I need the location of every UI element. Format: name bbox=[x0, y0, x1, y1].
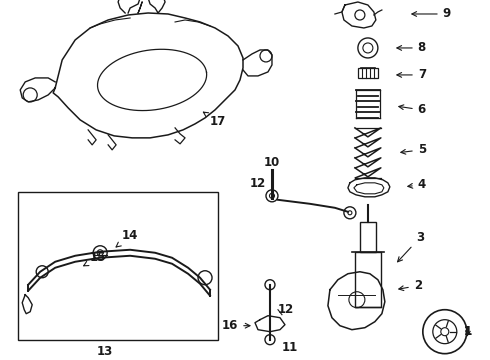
Text: 9: 9 bbox=[412, 8, 451, 21]
Bar bbox=[358, 68, 378, 78]
Text: 1: 1 bbox=[464, 325, 472, 338]
Text: 7: 7 bbox=[397, 68, 426, 81]
Text: 17: 17 bbox=[203, 112, 226, 129]
Text: 14: 14 bbox=[116, 229, 138, 247]
Text: 12: 12 bbox=[278, 303, 294, 316]
Text: 16: 16 bbox=[222, 319, 250, 332]
Text: 13: 13 bbox=[97, 345, 113, 358]
Text: 11: 11 bbox=[282, 341, 298, 354]
Text: 2: 2 bbox=[399, 279, 422, 292]
Bar bbox=[355, 252, 381, 307]
Text: 10: 10 bbox=[264, 156, 280, 169]
Bar bbox=[360, 222, 376, 252]
Text: 1: 1 bbox=[464, 325, 472, 338]
Text: 12: 12 bbox=[250, 177, 266, 190]
Text: 3: 3 bbox=[397, 231, 424, 262]
Text: 15: 15 bbox=[84, 251, 106, 266]
Bar bbox=[18, 192, 218, 340]
Text: 6: 6 bbox=[399, 103, 426, 116]
Text: 4: 4 bbox=[408, 178, 426, 191]
Text: 5: 5 bbox=[401, 143, 426, 156]
Text: 8: 8 bbox=[397, 41, 426, 54]
